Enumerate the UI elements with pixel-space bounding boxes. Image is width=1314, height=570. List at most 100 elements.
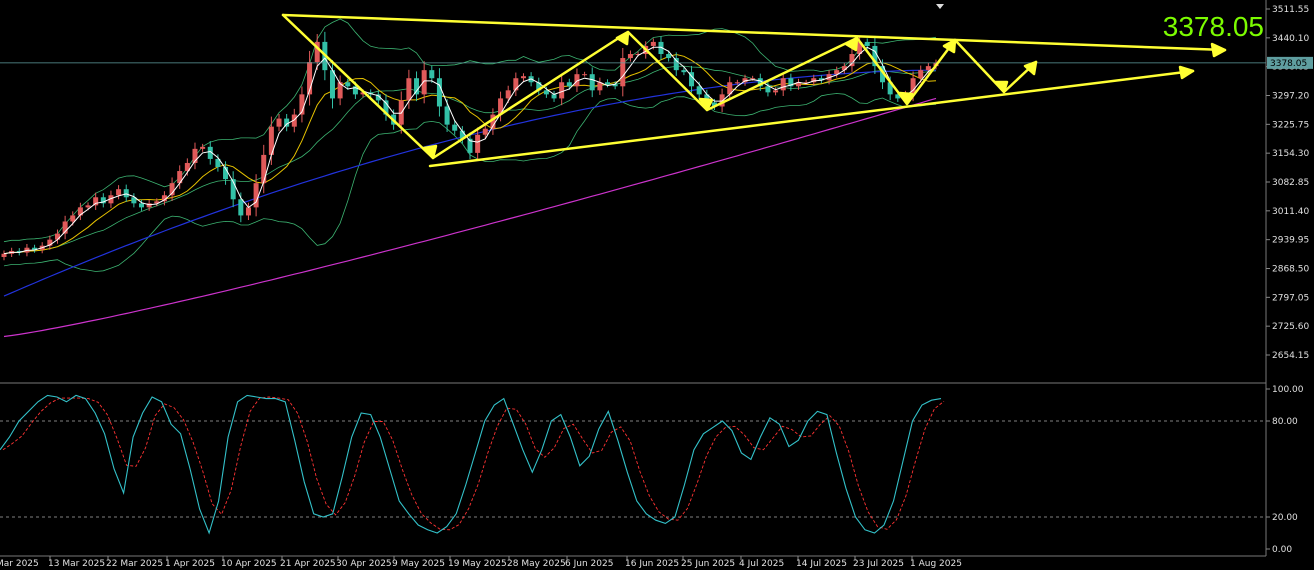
bollinger-path (3, 65, 937, 255)
candle-body (200, 146, 206, 149)
stochastic-tick-label: 20.00 (1272, 513, 1298, 523)
ma-long-path (3, 97, 937, 338)
candle-body (811, 78, 817, 83)
candle-body (795, 82, 801, 87)
candle-body (582, 74, 588, 76)
candle-body (154, 201, 160, 204)
candle-body (123, 189, 129, 198)
candle-body (605, 82, 611, 85)
price-tick-label: 3225.75 (1272, 120, 1309, 130)
price-tick-label: 3011.40 (1272, 207, 1309, 217)
time-tick-label: 6 Jun 2025 (565, 559, 613, 569)
ma-long-line (3, 97, 937, 338)
time-tick-label: 25 Jun 2025 (681, 559, 735, 569)
time-axis-labels: Mar 2025 13 Mar 2025 22 Mar 2025 1 Apr 2025… (0, 556, 962, 569)
candle-body (375, 94, 381, 101)
big-price-display: 3378.05 (1163, 11, 1264, 42)
candle-body (727, 82, 733, 95)
triangle-lower-trendline (428, 69, 1195, 168)
candle-body (16, 250, 22, 253)
candle-body (337, 82, 343, 99)
time-tick-label: 28 May 2025 (507, 559, 566, 569)
time-tick-label: 21 Apr 2025 (280, 559, 336, 569)
candle-body (543, 90, 549, 95)
arrow-head-upper (1210, 42, 1227, 58)
candle-body (452, 124, 458, 131)
candle-body (436, 78, 442, 107)
candle-body (345, 82, 351, 87)
candle-body (184, 162, 190, 172)
candle-body (711, 102, 717, 107)
time-tick-label: 10 Apr 2025 (221, 559, 277, 569)
candle-body (352, 86, 358, 95)
candle-body (788, 78, 794, 87)
candle-body (307, 62, 313, 95)
candle-body (498, 98, 504, 115)
candle-body (627, 54, 633, 59)
candle-body (666, 54, 672, 59)
candle-body (681, 70, 687, 73)
candle-body (620, 58, 626, 87)
candle-body (918, 70, 924, 79)
candle-body (872, 45, 878, 67)
stochastic-tick-label: 80.00 (1272, 417, 1298, 427)
price-tick-label: 3297.20 (1272, 92, 1309, 102)
candle-body (383, 100, 389, 115)
candle-body (299, 94, 305, 115)
candle-body (757, 78, 763, 87)
candle-body (1, 253, 7, 257)
last-price-tag-text: 3378.05 (1270, 59, 1307, 69)
candle-body (925, 66, 931, 71)
candle-body (93, 197, 99, 206)
candle-body (245, 207, 251, 216)
arrow-head-8 (1023, 60, 1038, 76)
candle-body (116, 189, 122, 196)
candle-body (880, 66, 886, 83)
candle-body (597, 82, 603, 91)
stochastic-axis-labels: 100.00 80.00 20.00 0.00 (1266, 385, 1304, 555)
candle-body (421, 70, 427, 95)
time-tick-label: 1 Aug 2025 (910, 559, 962, 569)
candle-body (719, 94, 725, 107)
candle-body (475, 134, 481, 153)
candle-body (559, 82, 565, 99)
candle-body (803, 82, 809, 84)
candle-body (177, 171, 183, 184)
price-tick-label: 3440.10 (1272, 34, 1309, 44)
candle-body (406, 78, 412, 101)
candle-body (520, 76, 526, 79)
candle-body (268, 126, 274, 155)
candle-body (146, 203, 152, 208)
time-tick-label: 16 Jun 2025 (625, 559, 679, 569)
arrow-head-lower (1178, 65, 1195, 80)
time-tick-label: 22 Mar 2025 (106, 559, 163, 569)
candle-body (490, 114, 496, 129)
candle-body (505, 90, 511, 99)
candle-body (62, 221, 68, 234)
ma-mid-path (3, 53, 937, 255)
arrow-head-1 (422, 144, 438, 160)
price-tick-label: 2654.15 (1272, 351, 1309, 361)
candle-body (54, 233, 60, 240)
time-tick-label: 19 May 2025 (448, 559, 507, 569)
candle-body (429, 70, 435, 79)
candle-body (482, 128, 488, 135)
ma-fast-line (3, 46, 937, 255)
candle-body (750, 78, 756, 80)
candle-body (329, 70, 335, 99)
stochastic-signal-line (2, 396, 945, 531)
arrow-head-7 (993, 80, 1009, 94)
candle-body (223, 167, 229, 180)
price-tick-label: 2797.05 (1272, 293, 1309, 303)
candle-body (536, 82, 542, 91)
candle-body (689, 72, 695, 87)
stochastic-tick-label: 100.00 (1272, 385, 1304, 395)
candle-body (895, 94, 901, 99)
candle-body (818, 78, 824, 81)
shift-marker-icon[interactable] (936, 4, 944, 9)
candle-body (314, 41, 320, 63)
ma-fast-path (3, 46, 937, 255)
candle-body (673, 58, 679, 71)
candle-body (32, 247, 38, 250)
